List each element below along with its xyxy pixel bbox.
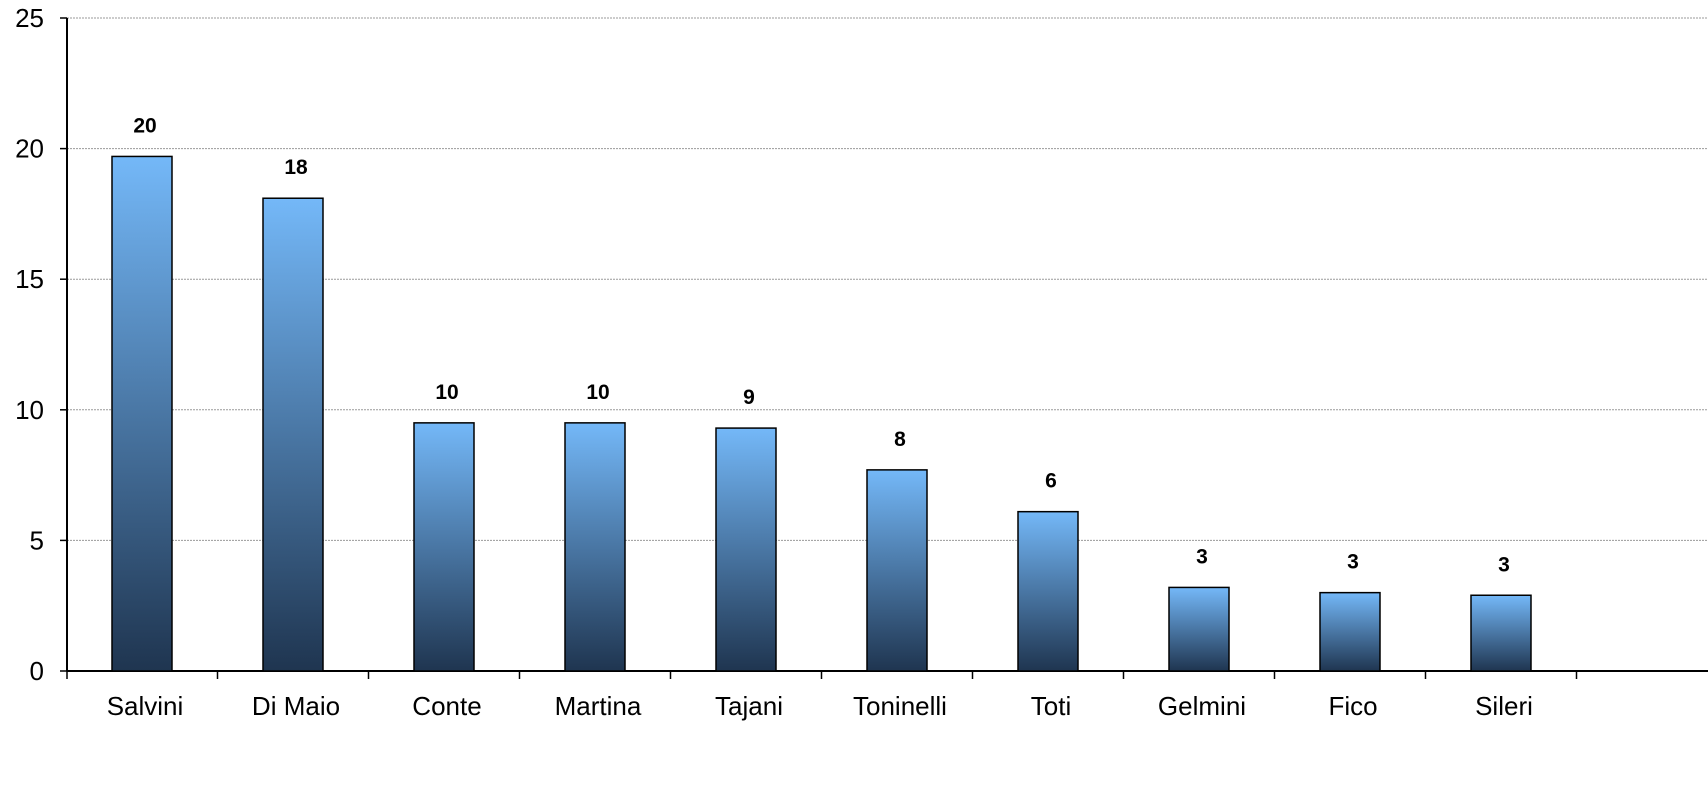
bar-gelmini: [1168, 586, 1230, 672]
bar-martina: [564, 422, 626, 672]
bar-di-maio: [262, 197, 324, 672]
bar-sileri: [1470, 594, 1532, 672]
data-label: 9: [743, 386, 755, 409]
bar-salvini: [111, 155, 173, 672]
y-tick-label: 10: [15, 395, 44, 425]
data-label: 3: [1347, 551, 1359, 574]
x-category-label: Gelmini: [1158, 691, 1246, 721]
bar-toninelli: [866, 469, 928, 672]
data-label: 3: [1196, 545, 1208, 568]
x-category-label: Tajani: [715, 691, 783, 721]
y-tick-label: 25: [15, 3, 44, 33]
data-label: 6: [1045, 470, 1057, 493]
bar-toti: [1017, 510, 1079, 672]
data-label: 20: [133, 114, 156, 137]
x-category-label: Conte: [412, 691, 481, 721]
data-label: 10: [586, 381, 609, 404]
x-category-label: Di Maio: [252, 691, 340, 721]
x-category-label: Salvini: [107, 691, 184, 721]
x-category-label: Toti: [1031, 691, 1071, 721]
bar-tajani: [715, 427, 777, 672]
x-category-label: Martina: [555, 691, 642, 721]
x-category-label: Sileri: [1475, 691, 1533, 721]
bars: [111, 155, 1532, 672]
y-tick-label: 20: [15, 134, 44, 164]
y-tick-label: 5: [30, 525, 44, 555]
y-tick-label: 0: [30, 656, 44, 686]
x-category-label: Fico: [1328, 691, 1377, 721]
y-tick-label: 15: [15, 264, 44, 294]
data-label: 18: [284, 156, 308, 179]
bar-conte: [413, 422, 475, 672]
labels: 0 5 10 15 20 25 20 Salvini 18 Di Maio 10 Conte 10 Mar…: [15, 3, 1533, 721]
bar-fico: [1319, 591, 1381, 672]
data-label: 8: [894, 428, 906, 451]
data-label: 3: [1498, 553, 1510, 576]
data-label: 10: [435, 381, 458, 404]
x-category-label: Toninelli: [853, 691, 947, 721]
